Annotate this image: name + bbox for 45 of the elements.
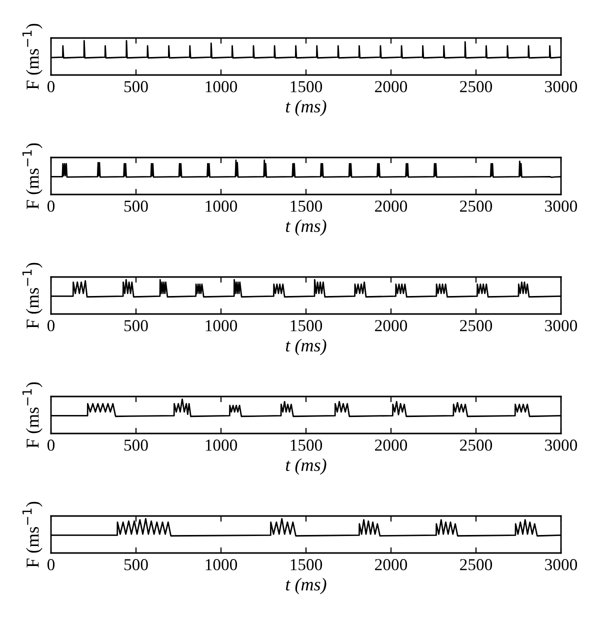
x-tick-label: 3000 <box>545 320 578 332</box>
x-axis-title: t (ms) <box>286 578 326 594</box>
x-tick-label: 3000 <box>545 81 578 92</box>
x-tick-label: 500 <box>124 320 148 332</box>
x-tick-label: 1500 <box>290 81 322 92</box>
x-tick-label: 3000 <box>545 440 578 451</box>
y-axis-title: F (ms$^{−1}$) <box>22 502 42 568</box>
x-tick-label: 500 <box>124 559 148 570</box>
x-tick-label: 500 <box>124 440 148 451</box>
y-axis-title: F (ms$^{−1}$) <box>22 24 42 90</box>
x-tick-label: 2000 <box>375 440 408 451</box>
x-tick-label: 2500 <box>460 559 492 570</box>
x-tick-label: 2500 <box>460 320 492 332</box>
x-tick-label: 2500 <box>460 81 492 92</box>
x-tick-label: 0 <box>47 81 55 92</box>
x-tick-label: 500 <box>124 200 148 212</box>
x-tick-label: 500 <box>124 81 148 92</box>
x-tick-label: 0 <box>47 440 55 451</box>
x-tick-label: 1000 <box>206 320 238 332</box>
x-tick-label: 1000 <box>206 81 238 92</box>
x-tick-label: 1000 <box>206 440 238 451</box>
x-tick-label: 2000 <box>375 81 408 92</box>
x-tick-label: 1500 <box>290 200 322 212</box>
y-axis-title: F (ms$^{−1}$) <box>22 382 42 448</box>
x-tick-label: 1500 <box>290 320 322 332</box>
x-tick-label: 2000 <box>375 320 408 332</box>
x-tick-label: 0 <box>47 200 55 212</box>
x-tick-label: 3000 <box>545 200 578 212</box>
x-tick-label: 2500 <box>460 440 492 451</box>
x-tick-label: 3000 <box>545 559 578 570</box>
x-axis-title: t (ms) <box>286 219 326 236</box>
x-tick-label: 1500 <box>290 440 322 451</box>
x-axis-title: t (ms) <box>286 458 326 475</box>
x-tick-label: 0 <box>47 559 55 570</box>
x-tick-label: 2000 <box>375 200 408 212</box>
x-axis-title: t (ms) <box>286 338 326 356</box>
x-tick-label: 0 <box>47 320 55 332</box>
x-tick-label: 1000 <box>206 559 238 570</box>
y-axis-title: F (ms$^{−1}$) <box>22 143 42 209</box>
x-tick-label: 1000 <box>206 200 238 212</box>
x-tick-label: 2000 <box>375 559 408 570</box>
x-axis-title: t (ms) <box>286 100 326 116</box>
x-tick-label: 1500 <box>290 559 322 570</box>
y-axis-title: F (ms$^{−1}$) <box>22 262 42 328</box>
x-tick-label: 2500 <box>460 200 492 212</box>
